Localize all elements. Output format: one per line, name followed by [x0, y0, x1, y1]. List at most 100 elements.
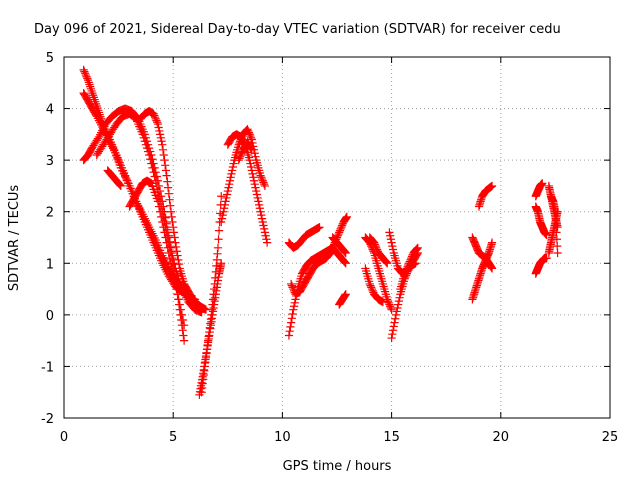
y-tick-label: 0: [46, 309, 54, 324]
data-point: [285, 327, 294, 336]
data-point: [252, 190, 262, 199]
data-point: [159, 223, 168, 232]
data-point: [290, 298, 299, 307]
data-point: [147, 179, 156, 188]
data-point: [244, 126, 253, 136]
data-point: [340, 248, 350, 257]
data-point: [227, 169, 236, 178]
data-point: [213, 243, 223, 252]
series-s3: [79, 104, 189, 345]
data-point: [164, 248, 173, 258]
data-point: [260, 180, 269, 189]
data-point: [552, 228, 561, 237]
data-point: [169, 269, 178, 278]
data-point: [217, 259, 226, 268]
data-point: [229, 159, 238, 168]
data-point: [367, 283, 376, 292]
data-point: [246, 162, 256, 172]
data-point: [153, 119, 163, 129]
data-point: [404, 260, 413, 270]
data-point: [167, 212, 176, 221]
data-point: [81, 70, 90, 80]
data-point: [148, 163, 157, 172]
y-tick-label: 5: [46, 51, 54, 66]
data-points: [79, 65, 562, 399]
data-point: [401, 267, 410, 276]
data-point: [149, 109, 158, 118]
data-point: [383, 259, 392, 268]
data-point: [159, 150, 168, 160]
data-point: [174, 255, 183, 264]
data-point: [146, 155, 155, 164]
series-s5: [103, 166, 125, 191]
data-point: [220, 204, 229, 213]
data-point: [334, 229, 343, 239]
data-point: [174, 260, 184, 269]
data-point: [411, 259, 420, 268]
data-point: [342, 212, 351, 221]
data-point: [154, 202, 164, 211]
data-point: [383, 295, 392, 304]
data-point: [235, 154, 244, 163]
data-point: [150, 111, 159, 120]
data-point: [257, 174, 267, 184]
plot-frame: [63, 56, 611, 419]
data-point: [406, 255, 415, 264]
data-point: [246, 144, 256, 153]
data-point: [402, 264, 411, 273]
data-point: [256, 207, 265, 216]
data-point: [404, 259, 414, 268]
data-point: [336, 224, 345, 234]
data-point: [388, 326, 398, 335]
data-point: [217, 217, 226, 227]
data-point: [552, 235, 561, 244]
data-point: [172, 247, 181, 256]
data-point: [386, 303, 395, 313]
data-point: [223, 186, 232, 196]
data-point: [152, 194, 161, 203]
data-point: [139, 133, 148, 142]
data-point: [157, 137, 166, 146]
data-point: [257, 214, 267, 223]
data-point: [168, 217, 177, 227]
series-s19: [361, 264, 387, 307]
data-point: [289, 284, 298, 294]
x-axis-tick-labels: 0 5 10 15 20 25: [60, 430, 618, 445]
chart-title: Day 096 of 2021, Sidereal Day-to-day VTE…: [34, 22, 561, 37]
data-point: [153, 197, 163, 206]
data-point: [162, 171, 171, 180]
data-point: [219, 207, 228, 216]
data-point: [393, 303, 402, 313]
data-point: [171, 279, 180, 289]
data-point: [538, 179, 547, 188]
data-point: [412, 245, 421, 254]
series-s6: [125, 176, 189, 330]
data-point: [388, 245, 398, 254]
data-point: [82, 72, 91, 81]
data-point: [172, 242, 181, 252]
data-point: [180, 321, 189, 330]
series-s16: [328, 233, 350, 258]
data-point: [238, 147, 247, 156]
data-point: [341, 259, 350, 268]
data-point: [372, 245, 382, 254]
data-point: [328, 243, 337, 252]
data-point: [166, 259, 176, 268]
data-point: [158, 140, 167, 149]
series-s28: [531, 202, 551, 240]
grid-lines: [64, 57, 610, 418]
data-point: [329, 241, 338, 251]
data-point: [174, 295, 183, 304]
data-point: [552, 221, 561, 230]
data-point: [163, 177, 172, 186]
y-axis-label: SDTVAR / TECUs: [7, 185, 22, 292]
y-tick-label: 3: [46, 154, 54, 169]
data-point: [161, 233, 170, 242]
data-point: [402, 266, 411, 275]
series-s1: [79, 65, 211, 314]
data-point: [487, 181, 497, 191]
x-tick-label: 5: [169, 430, 177, 445]
data-point: [180, 336, 189, 345]
data-point: [115, 180, 124, 189]
y-tick-label: 4: [46, 103, 54, 118]
